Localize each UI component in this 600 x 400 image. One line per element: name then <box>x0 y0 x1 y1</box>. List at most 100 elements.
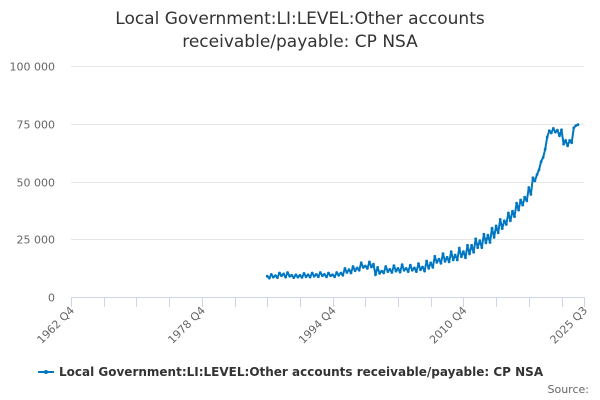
data-point-marker[interactable] <box>278 271 281 275</box>
data-point-marker[interactable] <box>556 128 559 132</box>
data-point-marker[interactable] <box>486 233 490 237</box>
data-point-marker[interactable] <box>361 266 365 269</box>
data-point-marker[interactable] <box>347 268 351 272</box>
data-point-marker[interactable] <box>392 264 396 267</box>
data-point-marker[interactable] <box>372 262 375 266</box>
data-point-marker[interactable] <box>558 134 561 138</box>
data-point-marker[interactable] <box>564 139 567 142</box>
data-point-marker[interactable] <box>310 271 314 275</box>
data-point-marker[interactable] <box>547 129 551 133</box>
data-point-marker[interactable] <box>276 276 279 279</box>
data-point-marker[interactable] <box>318 271 322 274</box>
data-point-marker[interactable] <box>574 124 578 127</box>
data-point-marker[interactable] <box>533 179 537 183</box>
data-point-marker[interactable] <box>425 259 428 263</box>
data-point-marker[interactable] <box>515 201 518 205</box>
data-point-marker[interactable] <box>478 239 482 243</box>
data-point-marker[interactable] <box>549 131 553 135</box>
data-point-marker[interactable] <box>386 270 390 273</box>
data-point-marker[interactable] <box>419 268 422 272</box>
data-point-marker[interactable] <box>327 271 330 275</box>
data-point-marker[interactable] <box>341 273 345 277</box>
data-point-marker[interactable] <box>525 199 529 203</box>
data-point-marker[interactable] <box>351 265 355 268</box>
data-point-marker[interactable] <box>378 272 381 275</box>
data-point-marker[interactable] <box>355 266 359 270</box>
data-point-marker[interactable] <box>457 246 461 250</box>
data-point-marker[interactable] <box>357 268 361 272</box>
data-point-marker[interactable] <box>554 130 557 134</box>
data-point-marker[interactable] <box>492 236 496 239</box>
data-point-marker[interactable] <box>331 273 334 277</box>
data-point-marker[interactable] <box>570 141 574 145</box>
data-point-marker[interactable] <box>537 168 541 172</box>
data-point-marker[interactable] <box>531 176 535 180</box>
data-point-marker[interactable] <box>353 269 357 273</box>
data-point-marker[interactable] <box>308 275 312 279</box>
data-point-marker[interactable] <box>312 274 316 278</box>
data-point-marker[interactable] <box>376 266 379 269</box>
data-point-marker[interactable] <box>468 252 471 256</box>
data-point-marker[interactable] <box>551 126 555 130</box>
data-point-marker[interactable] <box>380 269 384 273</box>
data-point-marker[interactable] <box>519 198 522 202</box>
data-point-marker[interactable] <box>304 275 308 279</box>
data-point-marker[interactable] <box>529 193 533 196</box>
data-point-marker[interactable] <box>366 267 369 270</box>
data-point-marker[interactable] <box>498 218 502 221</box>
data-point-marker[interactable] <box>494 224 498 228</box>
data-point-marker[interactable] <box>335 271 339 274</box>
data-point-marker[interactable] <box>472 250 475 254</box>
series-line[interactable] <box>266 123 579 280</box>
data-point-marker[interactable] <box>269 273 273 276</box>
data-point-marker[interactable] <box>431 266 435 269</box>
data-point-marker[interactable] <box>470 243 473 247</box>
data-point-marker[interactable] <box>382 271 386 275</box>
data-point-marker[interactable] <box>286 271 289 274</box>
data-point-marker[interactable] <box>462 250 465 254</box>
data-point-marker[interactable] <box>464 256 467 260</box>
data-point-marker[interactable] <box>359 261 363 265</box>
data-point-marker[interactable] <box>314 273 318 276</box>
data-point-marker[interactable] <box>280 274 283 278</box>
data-point-marker[interactable] <box>302 272 306 275</box>
data-point-marker[interactable] <box>390 271 394 274</box>
data-point-marker[interactable] <box>513 215 516 219</box>
data-point-marker[interactable] <box>394 269 398 273</box>
data-point-marker[interactable] <box>562 142 565 146</box>
data-point-marker[interactable] <box>323 273 326 276</box>
data-point-marker[interactable] <box>511 209 514 213</box>
data-point-marker[interactable] <box>566 144 569 148</box>
data-point-marker[interactable] <box>298 273 302 277</box>
data-point-marker[interactable] <box>484 241 488 245</box>
data-point-marker[interactable] <box>337 273 341 277</box>
data-point-marker[interactable] <box>541 156 545 159</box>
data-point-marker[interactable] <box>290 273 294 277</box>
data-point-marker[interactable] <box>267 276 271 280</box>
data-point-marker[interactable] <box>415 270 418 273</box>
data-point-marker[interactable] <box>453 253 457 257</box>
data-point-marker[interactable] <box>396 267 400 270</box>
data-point-marker[interactable] <box>296 275 300 279</box>
data-point-marker[interactable] <box>294 273 298 277</box>
data-point-marker[interactable] <box>572 126 576 130</box>
data-point-marker[interactable] <box>388 267 392 271</box>
data-point-marker[interactable] <box>474 237 478 241</box>
data-point-marker[interactable] <box>535 173 539 177</box>
data-point-marker[interactable] <box>576 123 580 127</box>
data-point-marker[interactable] <box>400 263 404 267</box>
data-point-marker[interactable] <box>413 266 416 270</box>
data-point-marker[interactable] <box>433 254 437 258</box>
data-point-marker[interactable] <box>282 272 285 276</box>
data-point-marker[interactable] <box>439 261 443 265</box>
data-point-marker[interactable] <box>480 246 484 250</box>
data-point-marker[interactable] <box>374 273 377 277</box>
data-point-marker[interactable] <box>333 275 337 279</box>
data-point-marker[interactable] <box>447 260 451 264</box>
data-point-marker[interactable] <box>437 257 441 261</box>
data-point-marker[interactable] <box>368 260 371 264</box>
data-point-marker[interactable] <box>476 246 480 250</box>
data-point-marker[interactable] <box>543 147 547 151</box>
data-point-marker[interactable] <box>507 211 510 215</box>
data-point-marker[interactable] <box>423 269 426 273</box>
